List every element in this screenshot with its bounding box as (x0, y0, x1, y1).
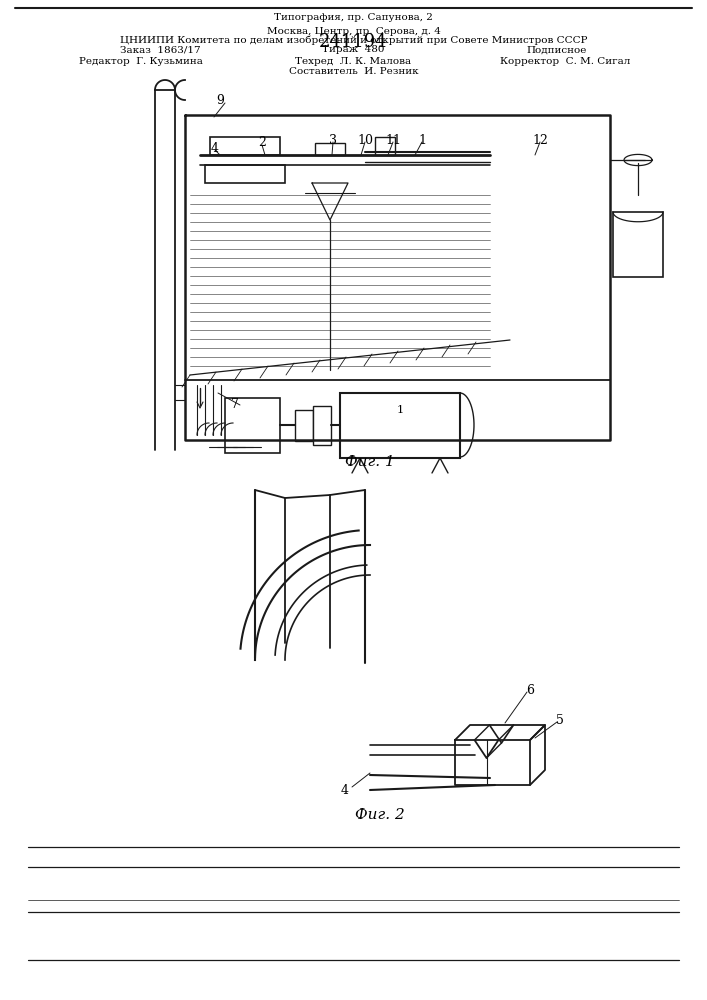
Text: Подписное: Подписное (527, 45, 587, 54)
Text: Тираж  480: Тираж 480 (322, 45, 385, 54)
Text: 3: 3 (329, 133, 337, 146)
Text: Редактор  Г. Кузьмина: Редактор Г. Кузьмина (79, 57, 204, 66)
Text: 1: 1 (418, 133, 426, 146)
Text: 6: 6 (526, 684, 534, 696)
Text: 4: 4 (211, 141, 219, 154)
Bar (613, 212, 663, 277)
Bar (375, 137, 395, 155)
Text: Фиг. 2: Фиг. 2 (355, 808, 405, 822)
Bar (210, 137, 280, 155)
Text: Техред  Л. К. Малова: Техред Л. К. Малова (296, 57, 411, 66)
Text: Заказ  1863/17: Заказ 1863/17 (120, 45, 201, 54)
Text: 7: 7 (231, 398, 239, 412)
Bar (295, 410, 313, 441)
Text: Составитель  И. Резник: Составитель И. Резник (288, 68, 419, 77)
Bar (340, 393, 460, 458)
Text: 4: 4 (341, 784, 349, 796)
Bar (313, 406, 331, 445)
Text: 5: 5 (556, 714, 564, 726)
Text: 10: 10 (357, 133, 373, 146)
Text: Корректор  С. М. Сигал: Корректор С. М. Сигал (501, 57, 631, 66)
Bar (205, 165, 285, 183)
Text: 9: 9 (216, 94, 224, 106)
Bar (315, 143, 345, 155)
Bar (225, 398, 280, 453)
Text: 241194: 241194 (319, 33, 387, 51)
Text: Москва, Центр, пр. Серова, д. 4: Москва, Центр, пр. Серова, д. 4 (267, 26, 440, 35)
Text: ЦНИИПИ Комитета по делам изобретений и открытий при Совете Министров СССР: ЦНИИПИ Комитета по делам изобретений и о… (119, 35, 588, 45)
Text: 1: 1 (397, 405, 404, 415)
Text: 2: 2 (258, 136, 266, 149)
Text: 11: 11 (385, 133, 401, 146)
Text: Типография, пр. Сапунова, 2: Типография, пр. Сапунова, 2 (274, 13, 433, 22)
Text: 12: 12 (532, 133, 548, 146)
Text: Фиг. 1: Фиг. 1 (345, 455, 395, 469)
